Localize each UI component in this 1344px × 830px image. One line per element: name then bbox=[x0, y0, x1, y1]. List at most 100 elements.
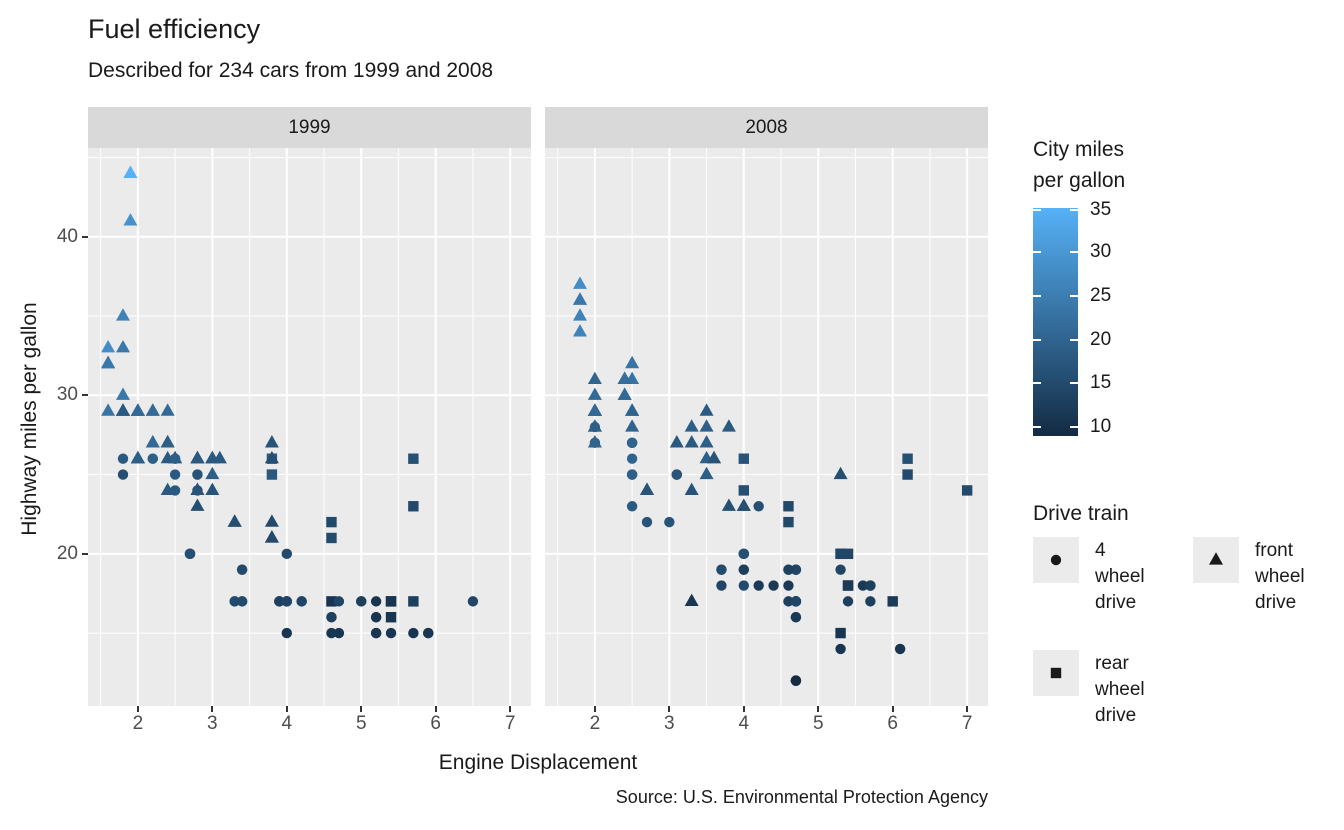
legend-label-4wd: 4 wheel drive bbox=[1095, 540, 1145, 613]
y-axis-tick-label: 30 bbox=[56, 384, 78, 406]
data-point bbox=[669, 435, 684, 448]
data-point bbox=[738, 548, 749, 560]
x-axis-title: Engine Displacement bbox=[438, 751, 638, 774]
x-axis-tick-mark bbox=[509, 706, 512, 712]
data-point bbox=[738, 580, 749, 591]
data-point bbox=[264, 530, 279, 543]
data-point bbox=[684, 593, 699, 606]
data-point bbox=[147, 453, 158, 464]
legend-label-rear-wheel: rear wheel drive bbox=[1095, 653, 1145, 726]
data-point bbox=[835, 643, 846, 655]
data-point bbox=[842, 548, 854, 560]
data-point bbox=[833, 466, 848, 480]
data-point bbox=[370, 627, 382, 639]
data-point bbox=[236, 596, 248, 607]
data-point bbox=[130, 403, 145, 416]
data-point bbox=[190, 482, 205, 496]
data-point bbox=[115, 387, 130, 400]
data-point bbox=[1050, 667, 1062, 679]
data-point bbox=[184, 548, 196, 560]
x-axis-tick-label: 2 bbox=[132, 713, 144, 734]
data-point bbox=[626, 469, 638, 480]
data-point bbox=[281, 627, 292, 639]
x-axis-tick-mark bbox=[668, 706, 671, 712]
data-point bbox=[716, 580, 727, 591]
data-point bbox=[117, 453, 129, 464]
data-point bbox=[671, 469, 682, 480]
data-point bbox=[625, 355, 640, 369]
data-point bbox=[190, 450, 205, 464]
data-point bbox=[236, 564, 248, 575]
data-point bbox=[587, 435, 602, 448]
facet-strip-1999: 1999 bbox=[88, 107, 531, 148]
data-point bbox=[408, 453, 419, 464]
x-axis-tick-mark bbox=[966, 706, 969, 712]
data-point bbox=[101, 339, 116, 353]
data-point bbox=[699, 466, 714, 480]
data-point bbox=[641, 516, 653, 528]
x-axis-tick-mark bbox=[211, 706, 214, 712]
data-point bbox=[145, 435, 160, 448]
data-point bbox=[190, 498, 205, 511]
data-point bbox=[1050, 554, 1062, 566]
data-point bbox=[783, 516, 794, 528]
data-point bbox=[961, 485, 973, 496]
data-point bbox=[467, 596, 479, 607]
y-axis-title: Highway miles per gallon bbox=[18, 302, 41, 536]
colorbar-tick-mark bbox=[1070, 338, 1078, 341]
data-point bbox=[385, 596, 397, 607]
data-point bbox=[783, 564, 794, 575]
data-point bbox=[572, 292, 587, 305]
data-point bbox=[370, 596, 382, 607]
data-point bbox=[640, 482, 655, 496]
colorbar-tick-label: 20 bbox=[1090, 328, 1112, 350]
data-point bbox=[264, 435, 279, 448]
legend-key-rear-wheel bbox=[1033, 650, 1079, 696]
data-point bbox=[835, 564, 846, 575]
data-point bbox=[227, 514, 242, 527]
data-point bbox=[145, 403, 160, 416]
data-point bbox=[326, 516, 337, 528]
square-key-icon bbox=[1050, 667, 1062, 679]
data-point bbox=[835, 627, 846, 639]
data-point bbox=[783, 580, 794, 591]
data-point bbox=[753, 580, 764, 591]
data-point bbox=[865, 580, 876, 591]
facet-strip-label: 2008 bbox=[745, 116, 788, 138]
data-point bbox=[385, 612, 397, 623]
data-point bbox=[835, 548, 846, 560]
data-point bbox=[587, 371, 602, 385]
data-point bbox=[229, 596, 240, 607]
color-legend-title: City miles per gallon bbox=[1033, 138, 1126, 192]
data-point bbox=[736, 498, 751, 511]
data-point bbox=[408, 501, 419, 512]
triangle-key-icon bbox=[1209, 552, 1223, 565]
legend-key-4wd bbox=[1033, 537, 1079, 583]
colorbar-tick-mark bbox=[1033, 294, 1041, 297]
colorbar-tick-mark bbox=[1033, 209, 1041, 211]
data-point bbox=[333, 596, 345, 607]
data-point bbox=[385, 627, 397, 639]
colorbar-tick-label: 30 bbox=[1090, 240, 1112, 262]
data-point bbox=[587, 403, 602, 416]
shape-legend-title: Drive train bbox=[1033, 502, 1129, 525]
x-axis-tick-mark bbox=[360, 706, 363, 712]
data-point bbox=[205, 482, 220, 496]
data-point bbox=[281, 548, 292, 560]
data-point bbox=[169, 469, 181, 480]
data-point bbox=[169, 453, 181, 464]
y-axis-tick-label: 40 bbox=[56, 225, 78, 247]
data-point bbox=[707, 450, 722, 464]
colorbar-tick-label: 10 bbox=[1090, 416, 1112, 438]
data-point bbox=[123, 213, 138, 226]
data-point bbox=[684, 419, 699, 432]
data-point bbox=[790, 596, 802, 607]
data-point bbox=[115, 308, 130, 321]
data-point bbox=[408, 627, 419, 639]
data-point bbox=[783, 501, 794, 512]
x-axis-tick-mark bbox=[593, 706, 596, 712]
data-point bbox=[587, 419, 602, 432]
data-point bbox=[281, 596, 292, 607]
colorbar-tick-mark bbox=[1070, 294, 1078, 297]
data-point bbox=[101, 403, 116, 416]
